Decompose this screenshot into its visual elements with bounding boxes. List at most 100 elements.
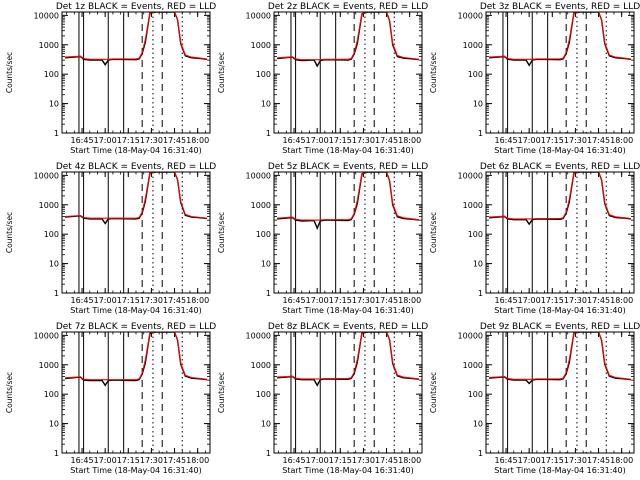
x-axis-label: Start Time (18-May-04 16:31:40): [282, 466, 413, 475]
x-tick-label: 18:00: [186, 136, 209, 145]
x-tick-label: 17:00: [518, 296, 541, 305]
plot-frame: [485, 331, 635, 454]
y-tick-label: 1000: [251, 41, 271, 50]
y-tick-label: 10000: [246, 11, 271, 20]
y-tick-label: 1: [266, 449, 271, 458]
y-tick-label: 1: [54, 449, 59, 458]
panel-det-6: Det 6z BLACK = Events, RED = LLD 1 10 100 10…: [429, 162, 640, 315]
x-tick-label: 17:00: [518, 136, 541, 145]
series-lld-line: [277, 332, 419, 380]
panel-title: Det 1z BLACK = Events, RED = LLD: [56, 2, 216, 12]
y-tick-label: 10000: [34, 11, 59, 20]
x-axis-label: Start Time (18-May-04 16:31:40): [70, 466, 201, 475]
y-tick-label: 1: [54, 289, 59, 298]
y-tick-label: 10: [261, 260, 271, 269]
y-axis-label: Counts/sec: [429, 52, 438, 93]
y-tick-label: 10000: [458, 171, 483, 180]
y-tick-label: 1: [478, 289, 483, 298]
series-lld-line: [277, 12, 419, 61]
panel-title: Det 4z BLACK = Events, RED = LLD: [56, 162, 216, 172]
x-tick-label: 17:45: [587, 296, 610, 305]
y-axis-label: Counts/sec: [217, 372, 226, 413]
y-tick-label: 10: [261, 420, 271, 429]
x-tick-label: 17:30: [140, 136, 163, 145]
x-tick-label: 16:45: [71, 296, 94, 305]
y-tick-label: 100: [468, 230, 483, 239]
panel-title: Det 9z BLACK = Events, RED = LLD: [480, 322, 640, 332]
y-tick-label: 1000: [39, 41, 59, 50]
y-tick-label: 10: [473, 260, 483, 269]
series-lld-line: [65, 12, 207, 60]
x-tick-label: 17:15: [541, 456, 564, 465]
series-events-line: [65, 172, 207, 225]
y-tick-label: 1000: [463, 361, 483, 370]
y-tick-label: 10: [49, 420, 59, 429]
x-tick-label: 17:30: [352, 296, 375, 305]
y-axis-label: Counts/sec: [429, 212, 438, 253]
y-tick-label: 10000: [34, 171, 59, 180]
panel-title: Det 3z BLACK = Events, RED = LLD: [480, 2, 640, 12]
x-tick-label: 17:15: [117, 296, 140, 305]
y-tick-label: 1000: [39, 361, 59, 370]
y-tick-label: 10: [473, 100, 483, 109]
y-tick-label: 1000: [251, 201, 271, 210]
x-tick-label: 17:45: [163, 136, 186, 145]
x-tick-label: 17:45: [163, 296, 186, 305]
y-tick-label: 100: [256, 230, 271, 239]
x-tick-label: 18:00: [610, 296, 633, 305]
x-axis-label: Start Time (18-May-04 16:31:40): [282, 146, 413, 155]
y-tick-label: 100: [256, 70, 271, 79]
y-tick-label: 100: [44, 230, 59, 239]
y-tick-label: 1000: [251, 361, 271, 370]
series-events-line: [277, 332, 419, 387]
y-axis-label: Counts/sec: [217, 52, 226, 93]
y-tick-label: 1000: [39, 201, 59, 210]
panel-det-7: Det 7z BLACK = Events, RED = LLD 1 10 100 10…: [5, 322, 216, 475]
series-lld-line: [65, 332, 207, 381]
panel-title: Det 5z BLACK = Events, RED = LLD: [268, 162, 428, 172]
series-events-line: [65, 12, 207, 66]
panel-det-5: Det 5z BLACK = Events, RED = LLD 1 10 100 10…: [217, 162, 428, 315]
x-tick-label: 17:00: [94, 296, 117, 305]
plot-frame: [61, 171, 211, 294]
x-tick-label: 17:30: [140, 456, 163, 465]
x-tick-label: 16:45: [71, 456, 94, 465]
x-tick-label: 17:00: [306, 456, 329, 465]
x-tick-label: 17:45: [163, 456, 186, 465]
x-axis-label: Start Time (18-May-04 16:31:40): [70, 146, 201, 155]
x-tick-label: 17:30: [352, 136, 375, 145]
y-tick-label: 10000: [458, 11, 483, 20]
panel-title: Det 2z BLACK = Events, RED = LLD: [268, 2, 428, 12]
x-tick-label: 16:45: [495, 296, 518, 305]
x-tick-label: 18:00: [610, 136, 633, 145]
x-tick-label: 17:00: [94, 456, 117, 465]
x-tick-label: 16:45: [495, 136, 518, 145]
y-tick-label: 10: [49, 260, 59, 269]
x-tick-label: 18:00: [398, 136, 421, 145]
x-tick-label: 18:00: [610, 456, 633, 465]
y-tick-label: 10000: [458, 331, 483, 340]
x-tick-label: 17:15: [329, 136, 352, 145]
y-tick-label: 1000: [463, 41, 483, 50]
y-tick-label: 100: [468, 390, 483, 399]
y-tick-label: 1: [266, 289, 271, 298]
y-tick-label: 1: [478, 449, 483, 458]
plot-frame: [273, 331, 423, 454]
x-tick-label: 18:00: [398, 456, 421, 465]
x-tick-label: 17:45: [587, 456, 610, 465]
plot-frame: [485, 11, 635, 134]
series-events-line: [489, 172, 631, 226]
y-tick-label: 10000: [246, 171, 271, 180]
x-axis-label: Start Time (18-May-04 16:31:40): [70, 306, 201, 315]
y-axis-label: Counts/sec: [429, 372, 438, 413]
x-tick-label: 17:15: [541, 296, 564, 305]
panel-det-8: Det 8z BLACK = Events, RED = LLD 1 10 100 10…: [217, 322, 428, 475]
x-tick-label: 17:45: [375, 296, 398, 305]
x-tick-label: 16:45: [283, 296, 306, 305]
x-tick-label: 17:30: [352, 456, 375, 465]
y-tick-label: 10000: [34, 331, 59, 340]
x-tick-label: 16:45: [283, 456, 306, 465]
y-tick-label: 10000: [246, 331, 271, 340]
y-tick-label: 100: [468, 70, 483, 79]
